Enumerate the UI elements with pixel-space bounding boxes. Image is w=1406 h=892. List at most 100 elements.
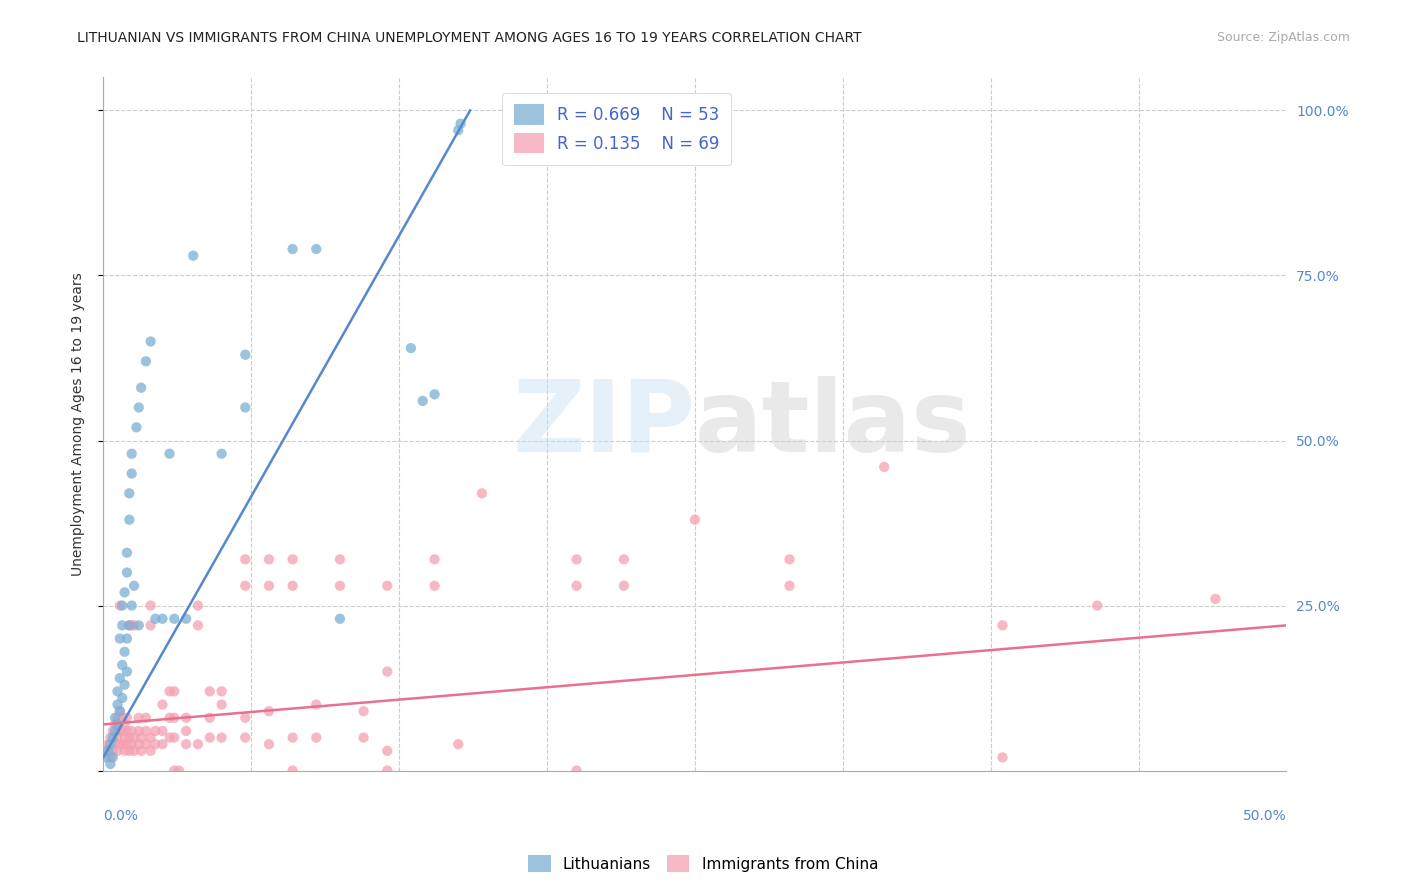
- Point: [101, 744, 124, 758]
- Point: [375, 744, 398, 758]
- Point: [163, 612, 186, 626]
- Point: [118, 731, 141, 745]
- Point: [305, 731, 328, 745]
- Point: [129, 381, 152, 395]
- Point: [233, 731, 256, 745]
- Point: [114, 585, 136, 599]
- Point: [143, 612, 166, 626]
- Point: [111, 723, 134, 738]
- Point: [1204, 591, 1226, 606]
- Point: [281, 242, 304, 256]
- Point: [107, 717, 129, 731]
- Point: [139, 731, 162, 745]
- Point: [111, 690, 134, 705]
- Point: [211, 684, 233, 698]
- Point: [257, 704, 280, 718]
- Point: [375, 764, 398, 778]
- Point: [779, 579, 801, 593]
- Point: [257, 579, 280, 593]
- Point: [128, 711, 150, 725]
- Point: [305, 698, 328, 712]
- Point: [115, 546, 138, 560]
- Point: [167, 764, 190, 778]
- Point: [122, 731, 145, 745]
- Point: [565, 552, 588, 566]
- Point: [613, 579, 636, 593]
- Point: [108, 599, 131, 613]
- Point: [100, 750, 122, 764]
- Point: [281, 731, 304, 745]
- Point: [163, 764, 186, 778]
- Point: [111, 618, 134, 632]
- Point: [174, 723, 197, 738]
- Point: [108, 632, 131, 646]
- Point: [163, 711, 186, 725]
- Point: [143, 723, 166, 738]
- Point: [104, 723, 127, 738]
- Text: 0.0%: 0.0%: [103, 809, 138, 823]
- Point: [115, 632, 138, 646]
- Point: [683, 513, 706, 527]
- Point: [122, 744, 145, 758]
- Point: [159, 731, 181, 745]
- Point: [163, 731, 186, 745]
- Text: atlas: atlas: [695, 376, 972, 473]
- Point: [114, 717, 136, 731]
- Point: [111, 599, 134, 613]
- Point: [104, 737, 127, 751]
- Point: [118, 618, 141, 632]
- Point: [135, 723, 157, 738]
- Point: [107, 744, 129, 758]
- Point: [122, 618, 145, 632]
- Point: [233, 401, 256, 415]
- Point: [375, 665, 398, 679]
- Point: [114, 731, 136, 745]
- Point: [152, 737, 174, 751]
- Point: [101, 731, 124, 745]
- Point: [281, 764, 304, 778]
- Point: [135, 711, 157, 725]
- Point: [257, 737, 280, 751]
- Point: [233, 348, 256, 362]
- Point: [121, 737, 143, 751]
- Point: [1085, 599, 1108, 613]
- Point: [159, 447, 181, 461]
- Point: [779, 552, 801, 566]
- Point: [174, 711, 197, 725]
- Point: [139, 618, 162, 632]
- Point: [108, 671, 131, 685]
- Point: [181, 249, 204, 263]
- Point: [198, 684, 221, 698]
- Point: [118, 744, 141, 758]
- Point: [375, 579, 398, 593]
- Text: 50.0%: 50.0%: [1243, 809, 1286, 823]
- Point: [115, 737, 138, 751]
- Point: [139, 744, 162, 758]
- Text: LITHUANIAN VS IMMIGRANTS FROM CHINA UNEMPLOYMENT AMONG AGES 16 TO 19 YEARS CORRE: LITHUANIAN VS IMMIGRANTS FROM CHINA UNEM…: [77, 31, 862, 45]
- Point: [399, 341, 422, 355]
- Point: [159, 711, 181, 725]
- Point: [198, 731, 221, 745]
- Point: [108, 737, 131, 751]
- Point: [329, 579, 352, 593]
- Point: [100, 731, 122, 745]
- Point: [152, 698, 174, 712]
- Point: [423, 552, 446, 566]
- Point: [991, 618, 1014, 632]
- Point: [187, 618, 209, 632]
- Point: [121, 723, 143, 738]
- Point: [125, 420, 148, 434]
- Point: [305, 242, 328, 256]
- Point: [94, 750, 117, 764]
- Point: [143, 737, 166, 751]
- Point: [447, 737, 470, 751]
- Point: [128, 737, 150, 751]
- Point: [187, 599, 209, 613]
- Point: [198, 711, 221, 725]
- Point: [412, 393, 434, 408]
- Point: [108, 704, 131, 718]
- Point: [107, 684, 129, 698]
- Point: [991, 750, 1014, 764]
- Point: [174, 612, 197, 626]
- Point: [108, 704, 131, 718]
